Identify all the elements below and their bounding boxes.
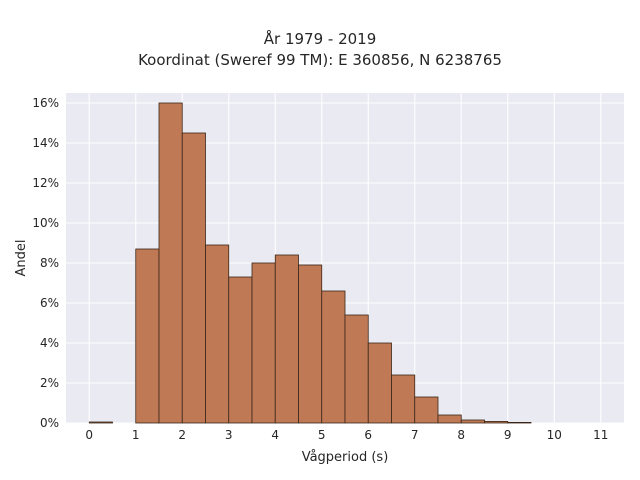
histogram-bar bbox=[344, 314, 369, 424]
y-tick-label: 4% bbox=[40, 336, 59, 350]
histogram-bar bbox=[507, 421, 532, 424]
y-axis-label: Andel bbox=[14, 240, 29, 277]
histogram-bar bbox=[367, 342, 392, 424]
histogram-bar bbox=[298, 264, 323, 424]
histogram-bar bbox=[205, 244, 230, 424]
y-tick-label: 8% bbox=[40, 256, 59, 270]
y-tick-label: 14% bbox=[32, 136, 59, 150]
x-tick-label: 6 bbox=[364, 428, 372, 442]
y-tick-label: 12% bbox=[32, 176, 59, 190]
chart-title: År 1979 - 2019 bbox=[263, 30, 377, 48]
histogram-bar bbox=[88, 421, 113, 424]
histogram-bar bbox=[251, 262, 276, 424]
histogram-bar bbox=[391, 374, 416, 424]
y-tick-label: 16% bbox=[32, 96, 59, 110]
chart-subtitle: Koordinat (Sweref 99 TM): E 360856, N 62… bbox=[138, 51, 502, 69]
x-tick-label: 10 bbox=[547, 428, 562, 442]
x-tick-label: 8 bbox=[457, 428, 465, 442]
x-tick-label: 4 bbox=[271, 428, 279, 442]
x-axis-label: Vågperiod (s) bbox=[302, 450, 389, 465]
histogram-bar bbox=[158, 102, 183, 424]
x-tick-label: 1 bbox=[132, 428, 140, 442]
x-tick-label: 2 bbox=[178, 428, 186, 442]
histogram-bar bbox=[228, 276, 253, 424]
x-tick-label: 11 bbox=[593, 428, 608, 442]
x-tick-label: 5 bbox=[318, 428, 326, 442]
x-tick-label: 7 bbox=[411, 428, 419, 442]
y-tick-label: 10% bbox=[32, 216, 59, 230]
y-tick-label: 0% bbox=[40, 416, 59, 430]
histogram-bar bbox=[321, 290, 346, 424]
y-tick-label: 6% bbox=[40, 296, 59, 310]
histogram-bar bbox=[460, 419, 485, 424]
histogram-bar bbox=[437, 414, 462, 424]
y-tick-label: 2% bbox=[40, 376, 59, 390]
histogram-bar bbox=[274, 254, 299, 424]
histogram-bar bbox=[181, 132, 206, 424]
x-tick-label: 3 bbox=[225, 428, 233, 442]
x-tick-label: 9 bbox=[504, 428, 512, 442]
x-tick-label: 0 bbox=[85, 428, 93, 442]
histogram-bar bbox=[484, 420, 509, 424]
histogram-bar bbox=[414, 396, 439, 424]
histogram-bar bbox=[135, 248, 160, 424]
